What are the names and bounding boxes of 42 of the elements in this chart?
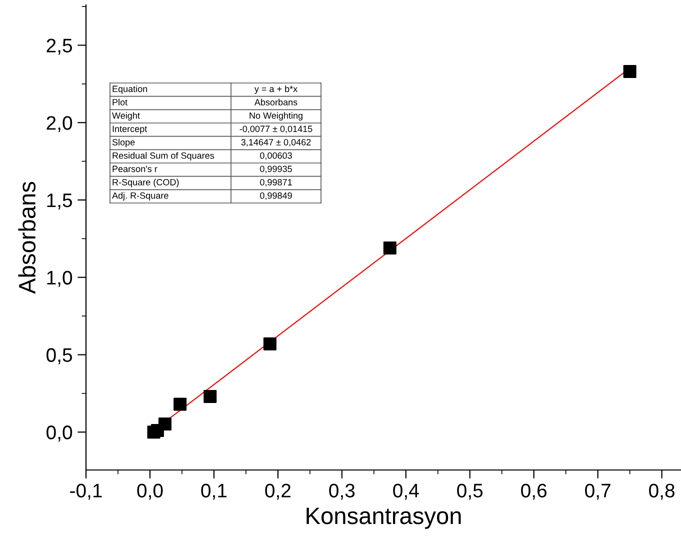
x-tick-label: 0,0 (137, 484, 163, 500)
x-tick-label: -0,1 (70, 484, 102, 500)
x-tick-label: 0,3 (329, 484, 355, 500)
annotation: Absorbans (254, 98, 298, 106)
annotation: Equation (112, 85, 148, 94)
annotation: 0,99935 (260, 166, 292, 174)
annotation: y = a + b*x (254, 85, 298, 94)
annotation: Slope (112, 138, 135, 148)
annotation: -0,0077 ± 0,01415 (240, 126, 312, 134)
y-tick-label: 0,5 (46, 348, 72, 364)
y-tick-label: 0,0 (46, 426, 72, 442)
y-axis-title: Absorbans (18, 182, 36, 294)
y-tick-label: 2,0 (46, 116, 72, 132)
y-tick-label: 1,5 (47, 194, 72, 210)
x-tick-label: 0,6 (521, 484, 547, 500)
annotation: Weight (112, 112, 140, 121)
x-tick-label: 0,2 (265, 484, 290, 500)
y-tick-label: 1,0 (47, 270, 72, 287)
annotation: Residual Sum of Squares (112, 152, 214, 161)
annotation: 0,99849 (260, 192, 292, 200)
point (204, 390, 217, 403)
x-tick-label: 0,8 (649, 484, 674, 500)
annotation: Plot (112, 98, 128, 106)
x-tick-label: 0,1 (201, 484, 227, 500)
point (623, 65, 636, 78)
point (383, 241, 396, 254)
annotation: 3,14647 ± 0,0462 (241, 139, 311, 146)
annotation: R-Square (COD) (112, 178, 179, 188)
x-tick-label: 0,4 (393, 484, 419, 500)
annotation: 0,00603 (260, 152, 292, 160)
y-tick-label: 2,5 (46, 38, 72, 55)
x-axis-title: Konsantrasyon (306, 508, 461, 529)
point (263, 337, 276, 350)
annotation: Pearson's r (112, 166, 158, 172)
annotation: Intercept (112, 126, 148, 134)
x-tick-label: 0,7 (585, 484, 610, 500)
point (174, 398, 187, 411)
annotation: Adj. R-Square (112, 192, 168, 201)
x-tick-label: 0,5 (457, 484, 483, 500)
point (158, 418, 172, 431)
annotation: 0,99871 (260, 179, 292, 186)
annotation: No Weighting (250, 112, 302, 121)
